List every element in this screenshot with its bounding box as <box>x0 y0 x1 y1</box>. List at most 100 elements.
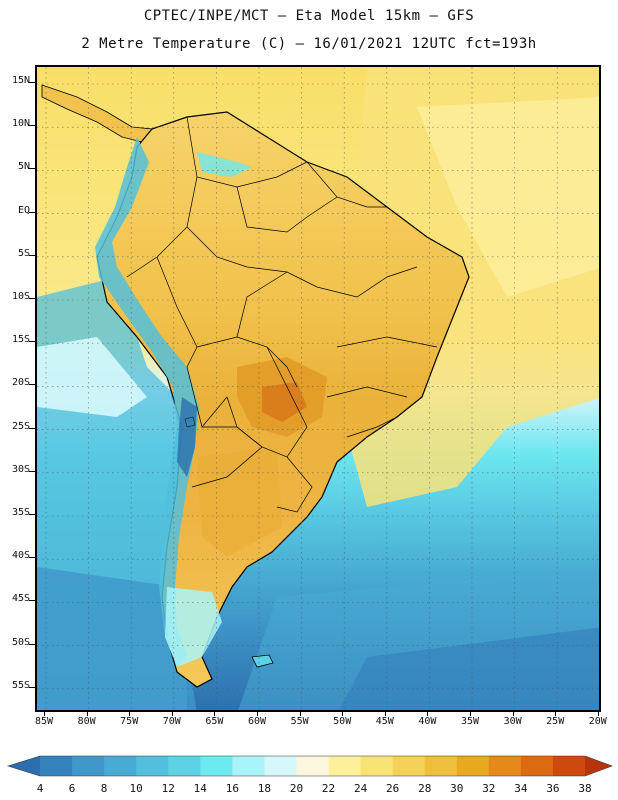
andes-cold-ridge <box>95 137 199 667</box>
lon-tick <box>171 712 173 716</box>
lon-tick <box>257 712 258 716</box>
colorbar-label: 28 <box>418 782 432 795</box>
lon-label-30w: 30W <box>503 716 522 727</box>
colorbar-label: 36 <box>546 782 560 795</box>
colorbar-label: 32 <box>482 782 496 795</box>
lon-label-80w: 80W <box>77 716 96 727</box>
colorbar-label: 4 <box>36 782 44 795</box>
lat-tick <box>29 470 35 472</box>
lat-tick <box>29 643 35 645</box>
lon-label-75w: 75W <box>120 716 139 727</box>
lon-tick <box>129 712 131 716</box>
lat-tick <box>29 686 35 688</box>
lat-label-25s: 25S <box>11 420 30 432</box>
colorbar-label: 6 <box>68 782 76 795</box>
lon-tick <box>597 712 599 716</box>
south-atlantic-cold-band <box>339 627 599 710</box>
colorbar-segment <box>232 756 265 776</box>
pacific-transition-band <box>37 337 147 417</box>
argentina-warm-region <box>197 447 282 557</box>
colorbar-label: 38 <box>578 782 592 795</box>
colorbar-label: 18 <box>257 782 272 795</box>
colorbar-segment <box>296 756 330 776</box>
colorbar-segment <box>328 756 362 776</box>
lon-label-55w: 55W <box>290 716 309 727</box>
colorbar-segment <box>168 756 201 776</box>
colorbar-segment <box>424 756 458 776</box>
lon-label-40w: 40W <box>418 716 437 727</box>
lon-tick <box>299 712 301 716</box>
lon-label-85w: 85W <box>34 716 54 727</box>
lon-tick <box>214 712 216 716</box>
lon-tick <box>427 712 429 716</box>
lon-label-60w: 60W <box>247 716 267 727</box>
lat-label-35s: 35S <box>11 507 30 518</box>
colorbar-outline <box>6 755 613 777</box>
lat-tick <box>29 384 35 386</box>
colorbar-label: 16 <box>225 782 239 795</box>
colorbar-segment <box>520 756 554 776</box>
map-canvas <box>37 67 599 710</box>
lon-label-65w: 65W <box>205 716 224 727</box>
colorbar-segment <box>456 756 490 776</box>
lon-label-25w: 25W <box>546 716 565 727</box>
colorbar-segment <box>136 756 169 776</box>
lat-label-50s: 50S <box>11 636 30 648</box>
lat-label-40s: 40S <box>11 550 30 562</box>
colorbar <box>6 755 613 777</box>
lon-tick <box>86 712 88 716</box>
country-borders <box>126 116 438 513</box>
lat-tick <box>29 211 35 213</box>
lat-label-5s: 5S <box>17 247 30 259</box>
colorbar-segment <box>104 756 137 776</box>
lon-label-20w: 20W <box>588 716 607 727</box>
lat-label-15s: 15S <box>11 334 30 346</box>
lat-tick <box>29 557 35 559</box>
colorbar-segment <box>360 756 394 776</box>
lat-label-45s: 45S <box>11 593 30 605</box>
colorbar-label: 26 <box>386 782 400 795</box>
colorbar-segment <box>200 756 233 776</box>
colorbar-label: 24 <box>353 782 368 795</box>
colorbar-label: 12 <box>161 782 175 795</box>
colorbar-label: 8 <box>100 782 108 795</box>
lat-label-eq: EQ <box>17 204 30 216</box>
lat-tick <box>29 298 35 299</box>
lon-tick <box>44 712 45 716</box>
colorbar-max-arrow <box>585 756 612 776</box>
colorbar-segment <box>488 756 522 776</box>
southern-pacific-band <box>37 567 197 710</box>
falkland-islands <box>251 654 274 668</box>
lat-tick <box>29 125 35 127</box>
colorbar-label: 34 <box>514 782 528 795</box>
lat-tick <box>29 82 35 83</box>
lon-tick <box>342 712 344 716</box>
patagonia-cool <box>165 587 222 667</box>
lat-label-15n: 15N <box>11 75 30 86</box>
lat-tick <box>29 427 35 429</box>
colorbar-label: 22 <box>321 782 336 795</box>
colorbar-segment <box>40 756 73 776</box>
colorbar-segment <box>72 756 105 776</box>
map-title-line2: 2 Metre Temperature (C) – 16/01/2021 12U… <box>81 36 537 52</box>
map-title-line1: CPTEC/INPE/MCT – Eta Model 15km – GFS <box>143 8 475 24</box>
colorbar-label: 10 <box>129 782 143 795</box>
lat-label-10n: 10N <box>11 118 30 130</box>
colorbar-min-arrow <box>8 756 40 776</box>
lat-tick <box>29 341 35 343</box>
venezuela-highlands <box>197 152 252 177</box>
colorbar-label: 30 <box>450 782 464 795</box>
lon-tick <box>384 712 386 716</box>
atlantic-mild-band <box>417 97 599 297</box>
lat-label-55s: 55S <box>11 679 30 691</box>
lat-label-5n: 5N <box>17 161 30 173</box>
lat-tick <box>29 168 35 170</box>
lat-tick <box>29 600 35 602</box>
colorbar-segment <box>552 756 586 776</box>
lat-tick <box>29 254 35 256</box>
lon-tick <box>470 712 471 716</box>
colorbar-segment <box>264 756 297 776</box>
colorbar-segment <box>392 756 426 776</box>
lat-tick <box>29 514 35 515</box>
hottest-core <box>262 382 307 422</box>
